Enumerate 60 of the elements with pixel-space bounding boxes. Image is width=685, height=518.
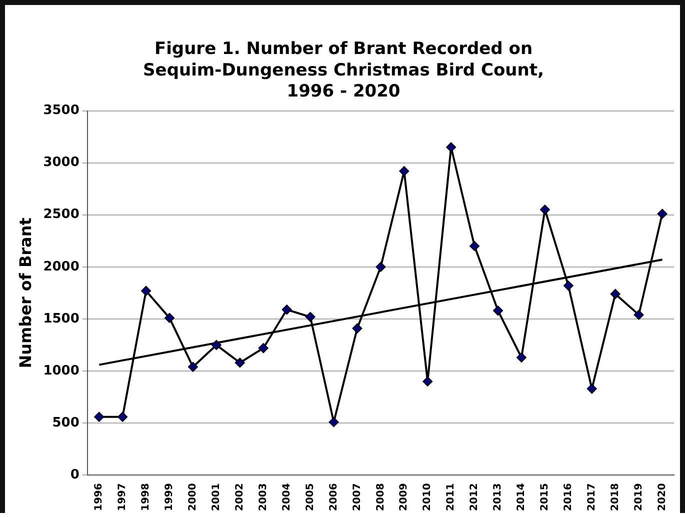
x-tick-label: 2012 [469,483,480,512]
x-tick-label: 2008 [375,483,386,512]
point [470,241,480,252]
x-tick-label: 1998 [140,483,152,512]
x-tick-label: 1997 [117,483,128,512]
x-tick-label: 2001 [211,483,222,512]
point [657,208,668,219]
y-tick-label: 0 [70,468,80,483]
x-tick-label: 2009 [398,483,410,512]
point [376,262,386,272]
y-tick-label: 3500 [43,103,80,118]
point [563,280,574,291]
point [399,166,410,176]
point [610,289,620,299]
y-tick-label: 2500 [43,207,80,222]
x-tick-label: 1996 [94,483,105,512]
y-tick-label: 1500 [43,311,80,326]
point [234,358,245,368]
point [282,304,292,315]
point [540,204,550,215]
x-tick-label: 2019 [633,483,644,512]
point [586,384,597,394]
x-tick-label: 2010 [422,483,434,512]
y-tick-label: 1000 [43,363,80,378]
point [493,306,504,316]
x-tick-label: 2011 [446,483,457,512]
x-tick-label: 2017 [586,483,598,512]
point [188,362,198,372]
y-tick-label: 2000 [43,259,80,274]
x-tick-label: 2016 [563,483,574,512]
x-tick-label: 2002 [234,483,246,512]
point [141,286,152,296]
x-tick-label: 2013 [492,483,504,512]
chart-title: Figure 1. Number of Brant Recorded on Sequim-Dungeness Christmas Bird Count, 1996 - 2020 [143,39,544,102]
point [305,312,316,322]
point [211,340,222,350]
point [118,412,128,422]
x-tick-label: 2000 [188,483,199,512]
x-tick-label: 2015 [540,483,551,512]
point [94,412,104,422]
point [352,323,362,334]
y-tick-label: 500 [52,415,80,430]
point [634,310,644,320]
point [516,352,526,363]
x-tick-label: 2005 [304,483,316,512]
x-tick-label: 2007 [352,483,363,512]
x-tick-label: 2004 [281,483,292,512]
point [446,142,456,152]
y-axis-title: Number of Brant [16,217,35,368]
y-tick-label: 3000 [43,155,80,170]
x-tick-label: 1999 [164,483,176,512]
point [422,376,433,386]
point [164,312,175,323]
x-tick-label: 2018 [610,483,621,512]
point [258,343,268,354]
x-tick-label: 2014 [516,483,528,512]
x-tick-label: 2020 [656,483,668,512]
x-tick-label: 2006 [328,483,340,512]
point [328,417,339,428]
x-tick-label: 2003 [258,483,269,512]
